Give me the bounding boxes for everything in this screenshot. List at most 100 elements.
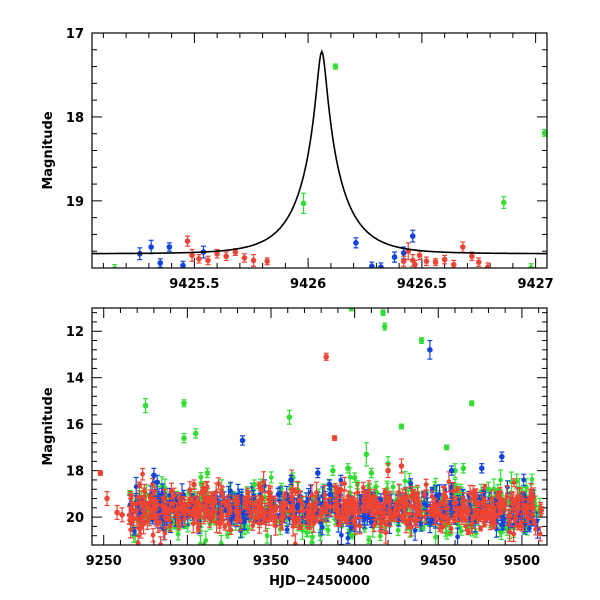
baseline-point-red [422,510,428,524]
baseline-point-red [360,504,366,513]
baseline-point-red [297,490,303,512]
data-point-green [368,467,375,479]
baseline-point-red [337,518,343,527]
x-tick-label: 9350 [253,554,289,569]
baseline-point-blue [284,525,290,534]
data-point-blue [239,435,246,446]
data-point-blue [427,339,433,360]
baseline-point-red [392,503,398,521]
baseline-point-red [222,496,228,508]
baseline-point-red [396,483,402,501]
baseline-point-red [328,497,334,517]
baseline-point-red [386,495,392,512]
baseline-point-red [263,509,269,532]
microlensing-model-curve [92,49,547,255]
baseline-point-red [433,506,439,516]
data-point-green [398,423,405,430]
baseline-point-red [408,517,414,537]
baseline-point-red [273,497,279,520]
baseline-point-red [481,496,487,505]
data-point-blue [369,261,375,268]
baseline-point-red [364,504,370,514]
data-point-red [250,253,257,267]
bottom-x-axis-label: HJD−2450000 [269,574,370,589]
y-tick-label: 17 [66,27,84,42]
bottom-plot-frame [91,307,548,546]
baseline-point-red [187,508,193,517]
data-point-green [351,472,358,483]
baseline-point-red [138,497,144,509]
x-tick-label: 9427 [518,277,554,292]
baseline-point-red [292,533,298,545]
baseline-point-red [529,509,535,521]
y-tick-label: 19 [66,195,84,210]
baseline-point-green [203,530,209,545]
x-tick-label: 9426.5 [397,277,447,292]
baseline-point-red [514,502,520,519]
baseline-point-red [345,503,351,525]
bottom-tick-labels: 9250 9300 9350 9400 9450 9500 12 14 16 18 20 [66,325,540,569]
top-y-axis-label: Magnitude [41,111,56,190]
baseline-point-red [138,516,144,539]
y-tick-label: 18 [66,465,84,480]
baseline-point-red [152,496,158,505]
baseline-point-red [463,520,469,532]
data-point-red [264,257,270,266]
data-point-red [241,253,248,263]
baseline-point-blue [521,473,527,487]
baseline-point-red [177,492,183,510]
baseline-point-blue [455,527,461,545]
baseline-point-red [342,476,348,491]
baseline-point-red [192,500,198,516]
top-plot-frame [91,32,548,269]
data-point-blue [154,474,161,490]
baseline-point-red [482,515,488,526]
baseline-point-red [261,471,267,494]
data-point-green [181,399,187,408]
baseline-point-red [522,503,528,519]
baseline-point-red [511,525,517,543]
data-point-red [223,251,230,262]
baseline-point-red [249,507,255,518]
baseline-point-red [197,493,203,514]
x-tick-label: 9300 [169,554,205,569]
baseline-point-red [255,512,261,524]
data-point-green [485,481,492,497]
data-point-blue [353,237,359,249]
baseline-point-red [362,490,368,500]
baseline-point-red [176,522,182,531]
baseline-point-blue [131,526,137,536]
baseline-point-red [204,480,210,493]
baseline-point-red [538,503,544,513]
y-tick-label: 12 [66,325,84,340]
data-point-red [385,463,391,479]
baseline-point-red [408,498,414,514]
baseline-point-red [150,527,156,543]
baseline-point-red [258,502,264,516]
baseline-point-red [309,484,315,506]
data-point-red [104,490,110,507]
baseline-point-red [531,518,537,526]
baseline-point-red [519,521,525,532]
data-point-blue [166,242,173,252]
data-point-green [192,428,199,439]
bottom-data-points [97,308,545,545]
baseline-point-red [439,516,445,528]
baseline-point-red [196,517,202,532]
data-point-red [191,479,197,490]
data-point-green [142,398,149,414]
baseline-point-red [423,478,429,491]
y-tick-label: 20 [66,511,84,526]
data-point-green [500,196,507,210]
data-point-blue [151,467,157,483]
data-point-green [251,479,258,490]
baseline-point-red [186,499,192,508]
baseline-point-red [319,505,325,521]
data-point-red [97,470,104,476]
baseline-point-red [382,489,388,499]
data-point-green [443,444,450,451]
baseline-point-red [282,491,288,499]
data-point-red [184,235,191,247]
baseline-point-red [226,494,232,507]
